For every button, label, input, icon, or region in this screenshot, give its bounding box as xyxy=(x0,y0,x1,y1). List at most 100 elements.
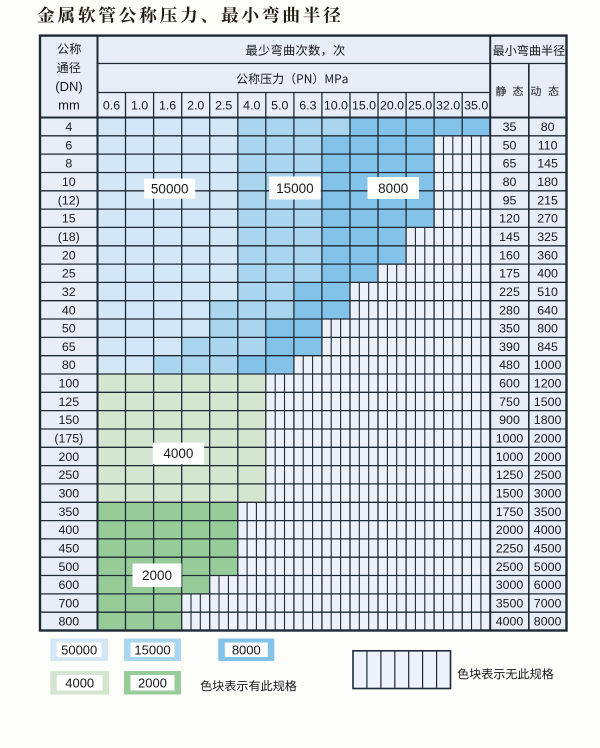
svg-text:4000: 4000 xyxy=(65,675,94,690)
svg-text:2250: 2250 xyxy=(496,542,524,556)
svg-text:50: 50 xyxy=(62,322,76,336)
svg-text:65: 65 xyxy=(503,157,517,171)
svg-text:250: 250 xyxy=(58,468,79,482)
svg-text:25.0: 25.0 xyxy=(408,98,432,112)
svg-text:15000: 15000 xyxy=(276,181,314,196)
svg-text:225: 225 xyxy=(499,285,520,299)
svg-text:200: 200 xyxy=(58,450,79,464)
svg-text:4000: 4000 xyxy=(163,446,193,461)
svg-text:3000: 3000 xyxy=(496,578,524,592)
svg-text:50000: 50000 xyxy=(61,642,97,657)
svg-text:350: 350 xyxy=(58,505,79,519)
svg-text:1000: 1000 xyxy=(496,432,524,446)
svg-text:35.0: 35.0 xyxy=(464,98,488,112)
svg-text:6: 6 xyxy=(65,138,72,152)
svg-text:6000: 6000 xyxy=(534,578,562,592)
svg-text:35: 35 xyxy=(503,120,517,134)
svg-text:1000: 1000 xyxy=(534,358,562,372)
svg-text:95: 95 xyxy=(503,193,517,207)
svg-text:1500: 1500 xyxy=(534,395,562,409)
svg-text:50: 50 xyxy=(503,138,517,152)
svg-text:300: 300 xyxy=(58,487,79,501)
svg-text:510: 510 xyxy=(537,285,558,299)
svg-text:32.0: 32.0 xyxy=(436,98,460,112)
svg-text:480: 480 xyxy=(499,358,520,372)
svg-text:1500: 1500 xyxy=(496,487,524,501)
svg-text:1200: 1200 xyxy=(534,377,562,391)
svg-text:4: 4 xyxy=(65,120,72,134)
svg-text:800: 800 xyxy=(58,615,79,629)
svg-text:2000: 2000 xyxy=(138,675,167,690)
svg-text:1000: 1000 xyxy=(496,450,524,464)
svg-text:(12): (12) xyxy=(58,193,80,207)
svg-text:2.5: 2.5 xyxy=(215,98,232,112)
svg-text:1800: 1800 xyxy=(534,413,562,427)
svg-text:4.0: 4.0 xyxy=(243,98,260,112)
svg-text:150: 150 xyxy=(58,413,79,427)
svg-text:15.0: 15.0 xyxy=(352,98,376,112)
svg-text:7000: 7000 xyxy=(534,596,562,610)
svg-text:270: 270 xyxy=(537,212,558,226)
svg-text:3500: 3500 xyxy=(534,505,562,519)
svg-text:390: 390 xyxy=(499,340,520,354)
svg-text:4000: 4000 xyxy=(534,523,562,537)
svg-text:8000: 8000 xyxy=(534,615,562,629)
svg-text:(18): (18) xyxy=(58,230,80,244)
svg-text:80: 80 xyxy=(541,120,555,134)
svg-text:32: 32 xyxy=(62,285,76,299)
svg-text:1250: 1250 xyxy=(496,468,524,482)
svg-text:2500: 2500 xyxy=(534,468,562,482)
svg-text:80: 80 xyxy=(62,358,76,372)
svg-text:(DN): (DN) xyxy=(55,79,82,94)
svg-text:600: 600 xyxy=(58,578,79,592)
svg-text:180: 180 xyxy=(537,175,558,189)
svg-text:20: 20 xyxy=(62,248,76,262)
svg-text:110: 110 xyxy=(538,138,558,152)
svg-text:10: 10 xyxy=(62,175,76,189)
svg-text:mm: mm xyxy=(58,98,80,113)
svg-text:2000: 2000 xyxy=(534,432,562,446)
svg-text:845: 845 xyxy=(537,340,558,354)
svg-text:175: 175 xyxy=(499,267,520,281)
svg-text:1750: 1750 xyxy=(496,505,524,519)
svg-text:5.0: 5.0 xyxy=(271,98,288,112)
svg-text:2.0: 2.0 xyxy=(187,98,204,112)
svg-text:400: 400 xyxy=(537,267,558,281)
svg-text:4500: 4500 xyxy=(534,542,562,556)
svg-text:800: 800 xyxy=(537,322,558,336)
svg-text:3500: 3500 xyxy=(496,596,524,610)
svg-text:900: 900 xyxy=(499,413,520,427)
svg-text:350: 350 xyxy=(499,322,520,336)
svg-text:1.6: 1.6 xyxy=(159,98,176,112)
svg-text:8000: 8000 xyxy=(232,642,261,657)
svg-text:125: 125 xyxy=(58,395,79,409)
svg-text:215: 215 xyxy=(537,193,558,207)
svg-text:160: 160 xyxy=(499,248,520,262)
svg-text:6.3: 6.3 xyxy=(299,98,316,112)
svg-text:3000: 3000 xyxy=(534,487,562,501)
svg-text:400: 400 xyxy=(58,523,79,537)
svg-text:2000: 2000 xyxy=(142,568,172,583)
svg-text:145: 145 xyxy=(537,157,558,171)
svg-text:145: 145 xyxy=(499,230,520,244)
svg-text:(175): (175) xyxy=(54,432,83,446)
svg-text:450: 450 xyxy=(58,542,79,556)
svg-text:2500: 2500 xyxy=(496,560,524,574)
svg-text:15000: 15000 xyxy=(134,642,170,657)
svg-text:360: 360 xyxy=(537,248,558,262)
svg-text:80: 80 xyxy=(503,175,517,189)
svg-text:40: 40 xyxy=(62,303,76,317)
svg-text:280: 280 xyxy=(499,303,520,317)
svg-text:15: 15 xyxy=(62,212,76,226)
svg-text:325: 325 xyxy=(537,230,558,244)
svg-text:2000: 2000 xyxy=(534,450,562,464)
svg-text:8000: 8000 xyxy=(378,181,408,196)
svg-text:2000: 2000 xyxy=(496,523,524,537)
svg-text:1.0: 1.0 xyxy=(131,98,148,112)
svg-text:750: 750 xyxy=(499,395,520,409)
svg-text:500: 500 xyxy=(58,560,79,574)
svg-text:0.6: 0.6 xyxy=(103,98,120,112)
svg-text:640: 640 xyxy=(537,303,558,317)
svg-text:700: 700 xyxy=(58,596,79,610)
svg-text:120: 120 xyxy=(499,212,520,226)
